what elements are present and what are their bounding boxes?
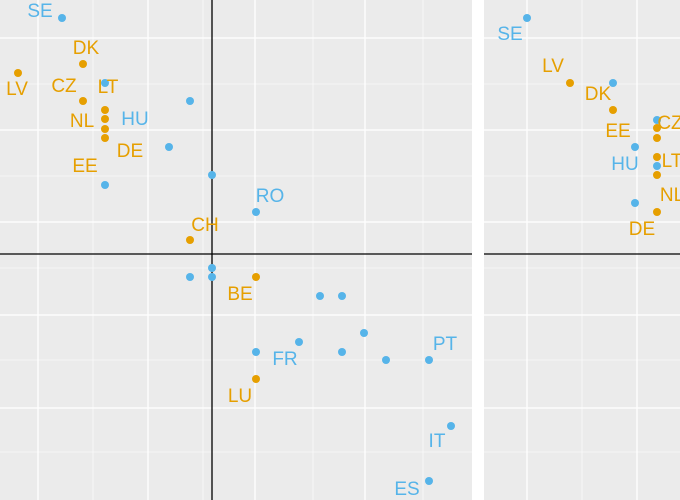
point xyxy=(58,14,66,22)
point xyxy=(653,124,661,132)
point xyxy=(425,356,433,364)
point xyxy=(653,153,661,161)
point xyxy=(101,79,109,87)
point-label: SE xyxy=(497,24,522,45)
point xyxy=(101,106,109,114)
point xyxy=(208,171,216,179)
point-label: CH xyxy=(191,215,218,236)
point xyxy=(14,69,22,77)
point xyxy=(186,236,194,244)
point xyxy=(101,125,109,133)
panel-background xyxy=(0,0,472,500)
point xyxy=(447,422,455,430)
point-label: LT xyxy=(662,151,680,172)
point xyxy=(101,181,109,189)
point-label: NL xyxy=(660,185,680,206)
point xyxy=(653,162,661,170)
point-label: DE xyxy=(117,141,143,162)
point xyxy=(295,338,303,346)
point-label: IT xyxy=(429,431,446,452)
point xyxy=(338,348,346,356)
point xyxy=(252,208,260,216)
point xyxy=(382,356,390,364)
point-label: LV xyxy=(6,79,28,100)
point-label: NL xyxy=(70,111,94,132)
point xyxy=(252,348,260,356)
point xyxy=(609,79,617,87)
point xyxy=(360,329,368,337)
point xyxy=(653,116,661,124)
point xyxy=(653,208,661,216)
point-label: DK xyxy=(73,38,100,59)
point xyxy=(252,273,260,281)
point xyxy=(101,115,109,123)
point-label: CZ xyxy=(657,113,680,134)
point xyxy=(316,292,324,300)
point-label: LV xyxy=(542,56,564,77)
point-label: RO xyxy=(256,186,285,207)
point xyxy=(252,375,260,383)
point xyxy=(653,134,661,142)
point-label: ES xyxy=(394,479,419,500)
point xyxy=(338,292,346,300)
point xyxy=(425,477,433,485)
point xyxy=(208,273,216,281)
point xyxy=(101,134,109,142)
point xyxy=(186,273,194,281)
point-label: LU xyxy=(228,386,252,407)
point xyxy=(165,143,173,151)
point-label: HU xyxy=(121,109,148,130)
point xyxy=(653,171,661,179)
point-label: LT xyxy=(98,77,119,98)
point xyxy=(79,60,87,68)
point xyxy=(609,106,617,114)
point-label: EE xyxy=(605,121,630,142)
point-label: BE xyxy=(227,284,252,305)
point xyxy=(208,264,216,272)
point-label: CZ xyxy=(51,76,77,97)
point-label: HU xyxy=(611,154,638,175)
point xyxy=(566,79,574,87)
point-label: DE xyxy=(629,219,655,240)
point xyxy=(186,97,194,105)
point-label: EE xyxy=(72,156,97,177)
point-label: SE xyxy=(27,1,52,22)
point xyxy=(523,14,531,22)
point-label: FR xyxy=(272,349,297,370)
point-label: PT xyxy=(433,334,458,355)
point xyxy=(631,199,639,207)
point-label: DK xyxy=(585,84,612,105)
point xyxy=(631,143,639,151)
point xyxy=(79,97,87,105)
